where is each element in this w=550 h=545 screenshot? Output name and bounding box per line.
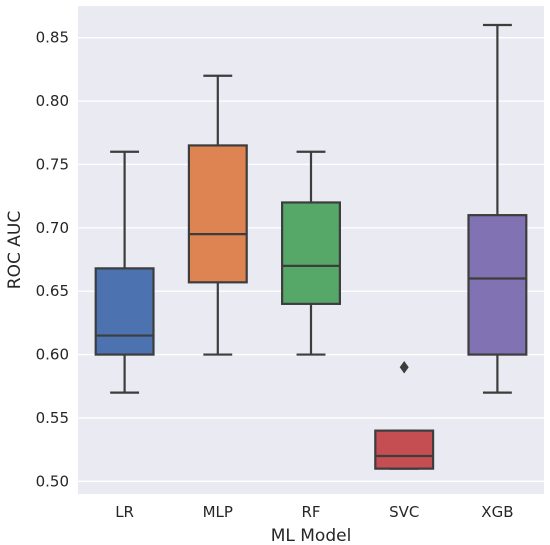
outlier-point [399,360,409,374]
box-rf [281,150,341,356]
y-tick-label: 0.70 [36,219,69,237]
y-axis-ticks: 0.50 0.55 0.60 0.65 0.70 0.75 0.80 0.85 [36,29,69,491]
x-tick-label: RF [301,503,320,521]
box-svc [374,360,435,470]
y-tick-label: 0.80 [36,92,69,110]
y-tick-label: 0.55 [36,409,69,427]
y-tick-label: 0.50 [36,472,69,490]
box-mlp [187,74,248,356]
x-axis-label: ML Model [271,526,352,545]
iqr-box [374,429,435,470]
iqr-box [94,267,155,356]
x-tick-label: LR [115,503,134,521]
boxes [94,23,528,470]
iqr-box [281,201,341,305]
y-tick-label: 0.75 [36,155,69,173]
x-tick-label: MLP [203,503,233,521]
iqr-box [187,144,248,284]
y-tick-label: 0.65 [36,282,69,300]
x-tick-label: XGB [481,503,513,521]
y-axis-label: ROC AUC [5,211,25,289]
y-tick-label: 0.60 [36,346,69,364]
x-axis-ticks: LR MLP RF SVC XGB [115,503,513,521]
y-tick-label: 0.85 [36,29,69,47]
x-tick-label: SVC [389,503,419,521]
box-lr [94,150,155,394]
iqr-box [467,214,528,356]
box-xgb [467,23,528,394]
